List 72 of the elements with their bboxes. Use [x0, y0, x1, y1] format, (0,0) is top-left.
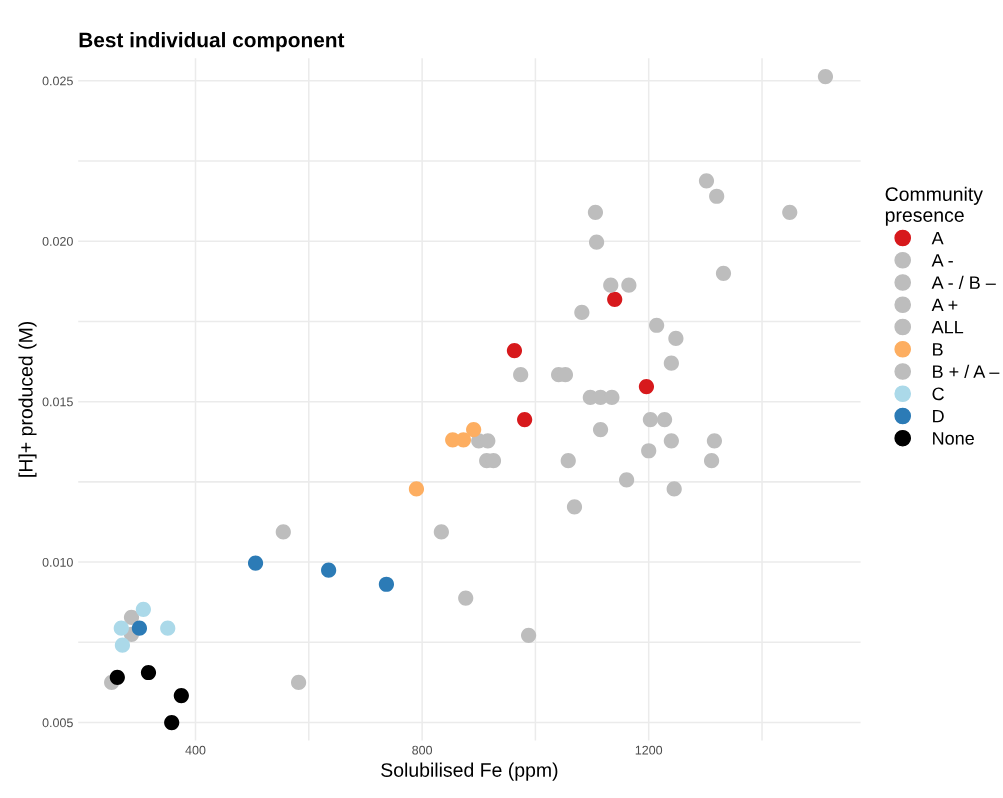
point — [666, 481, 682, 497]
legend-title: Community presence — [885, 186, 983, 226]
point — [638, 378, 655, 395]
legend-label: B + / A – — [933, 364, 1000, 378]
point — [663, 355, 679, 371]
y-axis-title: [H]+ produced (M) — [18, 321, 37, 477]
point — [698, 173, 715, 189]
point — [135, 601, 151, 617]
point — [131, 620, 148, 636]
point — [642, 412, 659, 428]
point — [574, 304, 590, 321]
x-tick-label: 1200 — [635, 745, 663, 755]
point — [321, 562, 337, 578]
legend-label: A — [931, 231, 944, 245]
point — [560, 453, 576, 469]
point — [247, 555, 264, 571]
legend-label: B — [933, 343, 943, 356]
point — [592, 421, 609, 438]
y-tick-label: 0.015 — [42, 397, 73, 407]
point — [604, 389, 620, 406]
point — [588, 234, 605, 250]
legend-label: None — [933, 432, 974, 445]
point — [378, 576, 395, 592]
point — [109, 669, 125, 685]
point — [433, 524, 449, 540]
legend-label: A - / B – — [931, 275, 996, 289]
point — [587, 204, 604, 220]
point — [656, 412, 673, 428]
point — [164, 714, 180, 731]
point — [160, 620, 176, 636]
x-axis-title: Solubilised Fe (ppm) — [381, 762, 558, 781]
x-tick-label: 800 — [412, 745, 433, 755]
point — [517, 412, 533, 428]
point — [619, 472, 635, 488]
y-tick-label: 0.025 — [42, 76, 73, 86]
legend-label: ALL — [931, 320, 964, 334]
point — [521, 627, 537, 643]
point — [566, 499, 583, 515]
point — [458, 590, 474, 606]
point — [291, 674, 307, 691]
point — [715, 265, 732, 281]
chart-title: Best individual component — [79, 32, 345, 52]
point — [607, 291, 623, 307]
text: 0.020 — [42, 236, 73, 246]
point — [703, 453, 720, 469]
text: 0.010 — [42, 557, 73, 567]
point — [173, 688, 189, 704]
point — [513, 367, 529, 383]
point — [641, 443, 657, 459]
y-tick-label: 0.005 — [42, 718, 73, 728]
point — [113, 620, 129, 636]
point — [408, 481, 425, 497]
point — [782, 204, 798, 220]
point — [706, 433, 723, 449]
point — [649, 317, 665, 333]
point — [621, 277, 637, 293]
point — [817, 68, 834, 85]
point — [603, 277, 619, 293]
point — [123, 609, 140, 625]
point — [140, 664, 157, 681]
x-tick-label: 400 — [185, 745, 206, 755]
legend-label: A - — [931, 254, 953, 267]
point — [114, 637, 131, 653]
legend-label: A + — [931, 298, 958, 312]
point — [275, 524, 291, 540]
point — [506, 343, 523, 359]
legend-label: C — [932, 387, 944, 401]
point — [466, 421, 482, 438]
legend-label: D — [933, 409, 944, 423]
point — [663, 433, 679, 449]
point — [709, 188, 725, 204]
point — [668, 330, 684, 347]
